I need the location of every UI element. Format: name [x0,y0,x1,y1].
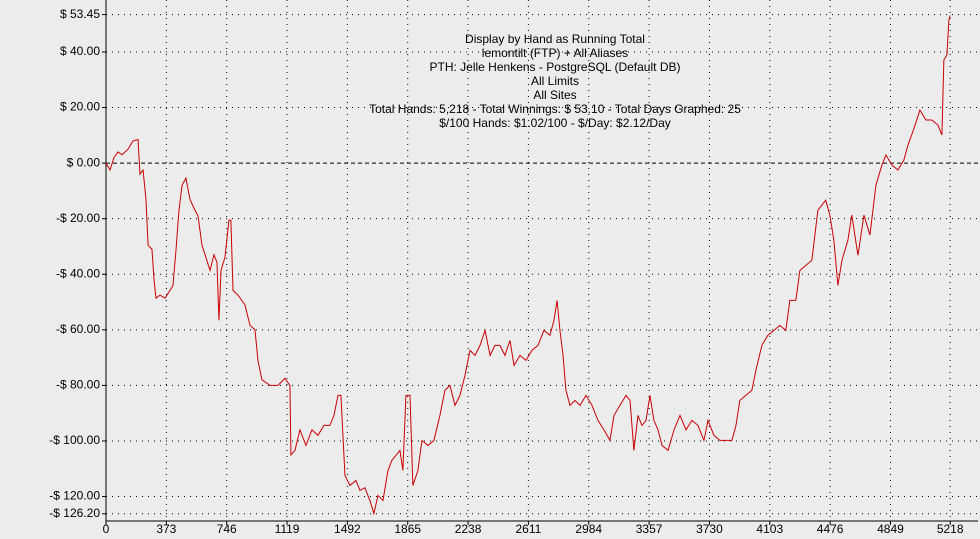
y-tick-label: -$ 60.00 [56,322,100,336]
y-tick-label: $ 0.00 [67,155,101,169]
y-tick-label: -$ 100.00 [49,433,100,447]
y-tick-label: $ 40.00 [60,44,100,58]
x-tick-label: 1492 [334,522,361,536]
x-tick-label: 746 [217,522,237,536]
x-tick-label: 4103 [756,522,783,536]
annotation: lemontilt (FTP) + All Aliases [482,46,628,60]
y-tick-label: -$ 20.00 [56,211,100,225]
x-tick-label: 2984 [575,522,602,536]
x-tick-label: 5218 [937,522,964,536]
y-tick-label: $ 53.45 [60,7,100,21]
y-tick-label: -$ 120.00 [49,489,100,503]
annotation: $/100 Hands: $1.02/100 - $/Day: $2.12/Da… [439,116,671,130]
x-tick-label: 373 [156,522,176,536]
annotation: PTH: Jelle Henkens - PostgreSQL (Default… [430,60,681,74]
x-tick-label: 4849 [877,522,904,536]
y-tick-label: $ 20.00 [60,100,100,114]
annotation: All Limits [531,74,579,88]
x-tick-label: 0 [103,522,110,536]
x-tick-label: 3730 [696,522,723,536]
y-tick-label: -$ 80.00 [56,378,100,392]
y-tick-label: -$ 40.00 [56,266,100,280]
x-tick-label: 4476 [817,522,844,536]
line-series [105,15,951,516]
y-tick-label: -$ 126.20 [49,506,100,520]
annotation: Total Hands: 5,218 - Total Winnings: $ 5… [369,102,741,116]
annotation: All Sites [533,88,576,102]
x-tick-label: 1865 [394,522,421,536]
x-tick-label: 2611 [516,522,542,536]
x-tick-label: 1119 [275,522,300,536]
chart-title: Display by Hand as Running Total [465,32,645,46]
x-tick-label: 2238 [455,522,482,536]
x-tick-label: 3357 [636,522,663,536]
